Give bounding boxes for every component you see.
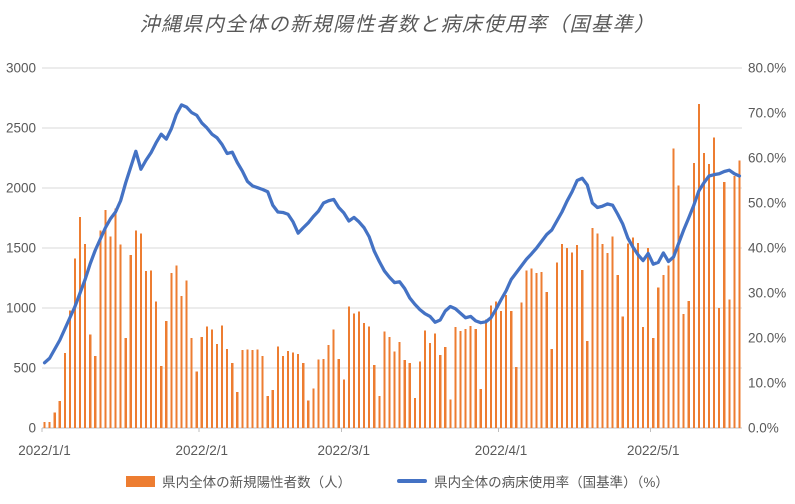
chart-legend: 県内全体の新規陽性者数（人） 県内全体の病床使用率（国基準）（%）: [0, 471, 795, 491]
legend-item-new-cases: 県内全体の新規陽性者数（人）: [126, 471, 351, 491]
svg-text:1000: 1000: [6, 301, 36, 316]
legend-line-swatch-icon: [397, 479, 428, 483]
svg-text:60.0%: 60.0%: [748, 151, 786, 166]
bars-series-new-cases: [43, 104, 741, 429]
svg-text:2022/4/1: 2022/4/1: [475, 443, 528, 458]
svg-text:50.0%: 50.0%: [748, 196, 786, 211]
legend-item-bed-usage: 県内全体の病床使用率（国基準）（%）: [397, 471, 669, 491]
x-axis-ticks: [41, 428, 652, 432]
svg-text:3000: 3000: [6, 61, 36, 76]
svg-text:2022/2/1: 2022/2/1: [176, 443, 229, 458]
legend-label-new-cases: 県内全体の新規陽性者数（人）: [162, 475, 352, 490]
legend-bar-swatch-icon: [126, 475, 156, 487]
y-axis-left-labels: 0 500 1000 1500 2000 2500 3000: [6, 61, 36, 436]
svg-text:2022/1/1: 2022/1/1: [18, 443, 71, 458]
svg-text:20.0%: 20.0%: [748, 331, 786, 346]
svg-text:70.0%: 70.0%: [748, 106, 786, 121]
svg-text:1500: 1500: [6, 241, 36, 256]
x-axis-labels: 2022/1/1 2022/2/1 2022/3/1 2022/4/1 2022/5/1: [18, 443, 679, 458]
y-axis-right-labels: 0.0% 10.0% 20.0% 30.0% 40.0% 50.0% 60.0% 70.0% 8…: [748, 61, 786, 436]
svg-text:2000: 2000: [6, 181, 36, 196]
svg-text:80.0%: 80.0%: [748, 61, 786, 76]
svg-text:2500: 2500: [6, 121, 36, 136]
legend-label-bed-usage: 県内全体の病床使用率（国基準）（%）: [434, 475, 669, 490]
svg-text:10.0%: 10.0%: [748, 376, 786, 391]
svg-text:0.0%: 0.0%: [748, 421, 779, 436]
svg-text:30.0%: 30.0%: [748, 286, 786, 301]
svg-text:500: 500: [13, 361, 36, 376]
gridlines: [42, 67, 742, 429]
line-series-bed-usage: [42, 103, 742, 365]
svg-text:0: 0: [28, 421, 36, 436]
chart-title: 沖縄県内全体の新規陽性者数と病床使用率（国基準）: [139, 14, 656, 36]
svg-text:40.0%: 40.0%: [748, 241, 786, 256]
svg-text:2022/5/1: 2022/5/1: [627, 443, 680, 458]
svg-text:2022/3/1: 2022/3/1: [318, 443, 371, 458]
